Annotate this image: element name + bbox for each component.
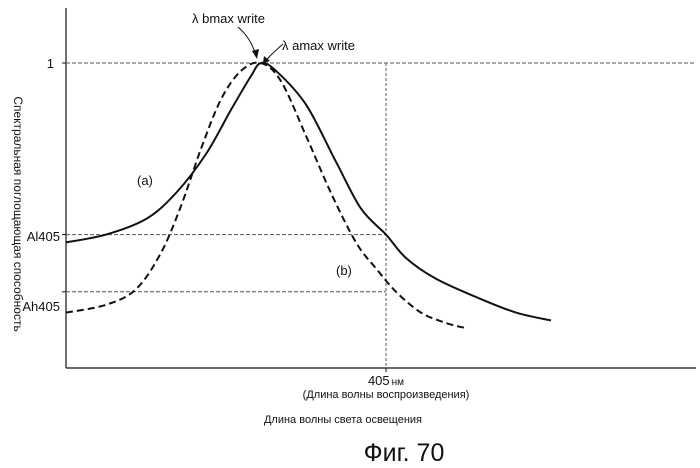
series-line-a	[66, 63, 551, 321]
guide-lines	[66, 63, 696, 368]
x-axis-label: Длина волны света освещения	[264, 414, 422, 426]
series-label-b: (b)	[336, 263, 352, 278]
y-tick-label-ah405: Ah405	[22, 299, 60, 314]
x-tick-caption: (Длина волны воспроизведения)	[303, 389, 470, 401]
figure-caption: Фиг. 70	[364, 439, 445, 467]
x-tick-label-405: 405нм	[368, 373, 404, 388]
peak-arrowhead-b	[252, 49, 259, 59]
series-label-a: (a)	[137, 173, 153, 188]
y-tick-label-al405: Al405	[27, 229, 60, 244]
peak-label-b: λ bmax write	[192, 11, 265, 26]
peak-arrow-a	[266, 44, 283, 60]
series-line-b	[66, 63, 466, 329]
y-axis-label: Спектральная поглощающая способность	[11, 96, 25, 331]
curves	[66, 63, 551, 329]
peak-label-a: λ amax write	[282, 38, 355, 53]
y-tick-label-1: 1	[47, 56, 54, 71]
